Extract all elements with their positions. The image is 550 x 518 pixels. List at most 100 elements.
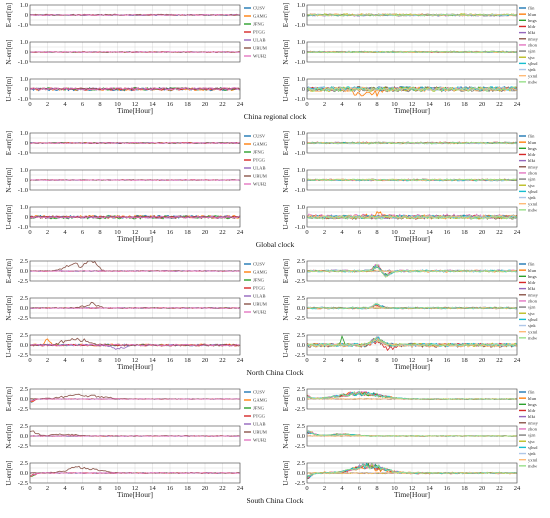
- legend-label-CUSV: CUSV: [253, 262, 266, 267]
- chart-block: 2.5 0.0 -2.5 E-err[m] 2.5 0.0 -2.5 N-err[m] 2.5 0…: [5, 258, 539, 377]
- y-tick-label: 2.5: [20, 258, 28, 265]
- legend-label-JFNG: JFNG: [253, 278, 265, 283]
- y-tick-label: 1.0: [20, 39, 28, 46]
- series-line-WUH2: [29, 398, 240, 403]
- y-axis-label: N-err[m]: [282, 167, 290, 192]
- x-tick-label: 16: [167, 101, 174, 108]
- x-tick-label: 6: [358, 357, 362, 364]
- x-tick-label: 6: [81, 485, 85, 492]
- y-tick-label: 1.0: [297, 2, 305, 9]
- panel-right-1: 2.5 0.0 -2.5 N-err[m]: [282, 295, 518, 322]
- y-axis-label: N-err[m]: [5, 167, 13, 192]
- y-axis-label: E-err[m]: [282, 131, 290, 155]
- x-tick-label: 24: [237, 485, 244, 492]
- x-tick-label: 4: [63, 485, 67, 492]
- y-tick-label: 2.5: [297, 386, 305, 393]
- x-tick-label: 10: [114, 101, 121, 108]
- legend-label-CUSV: CUSV: [253, 390, 266, 395]
- block-caption: Global clock: [256, 240, 295, 249]
- legend-label-sjzn: sjzn: [528, 433, 536, 438]
- x-tick-label: 10: [114, 357, 121, 364]
- legend-label-WUH2: WUH2: [253, 310, 267, 315]
- y-tick-label: 0: [25, 12, 28, 19]
- x-tick-label: 22: [496, 101, 503, 108]
- y-axis-label: U-err[m]: [5, 204, 13, 229]
- series-line-mdw: [306, 303, 518, 309]
- panel-frame: [29, 260, 241, 282]
- x-tick-label: 18: [184, 357, 191, 364]
- panel-left-1: 1.0 0 -1.0 N-err[m]: [5, 167, 241, 194]
- legend-label-sjhsd: sjhsd: [528, 445, 538, 450]
- y-axis-label: U-err[m]: [5, 76, 13, 101]
- series-line-WUH2: [29, 179, 241, 181]
- y-tick-label: 2.5: [20, 460, 28, 467]
- y-tick-label: 0.0: [297, 433, 305, 440]
- legend-label-hngs: hngs: [528, 146, 537, 151]
- legend-label-sjnk: sjnk: [528, 451, 536, 456]
- panel-frame: [306, 78, 518, 100]
- y-tick-label: 0: [302, 12, 305, 19]
- x-tick-label: 8: [375, 485, 378, 492]
- legend-label-mdw: mdw: [528, 335, 538, 340]
- legend-label-ULAB: ULAB: [253, 38, 266, 43]
- legend-label-mdw: mdw: [528, 463, 538, 468]
- x-tick-label: 2: [46, 485, 49, 492]
- x-tick-label: 16: [167, 229, 174, 236]
- x-tick-label: 8: [98, 229, 101, 236]
- series-line-URUM: [29, 215, 241, 219]
- y-tick-label: -2.5: [295, 443, 305, 450]
- x-tick-label: 16: [444, 229, 451, 236]
- y-axis-label: U-err[m]: [282, 332, 290, 357]
- panel-frame: [306, 169, 518, 191]
- x-tick-label: 6: [358, 229, 362, 236]
- panel-right-0: 2.5 0.0 -2.5 E-err[m]: [282, 386, 518, 413]
- panel-left-2: 2.50.0-2.5U-err[m]0 2 4 6 8 10 12 14 16 18 20 22 24T…: [5, 460, 244, 499]
- y-tick-label: 0: [302, 214, 305, 221]
- y-tick-label: 0: [25, 214, 28, 221]
- x-tick-label: 0: [305, 101, 308, 108]
- x-tick-label: 16: [167, 357, 174, 364]
- panel-right-2: 2.50.0-2.5U-err[m]0 2 4 6 8 10 12 14 16 18 20 22 24T…: [282, 332, 521, 371]
- legend-label-PTGG: PTGG: [253, 158, 266, 163]
- x-tick-label: 18: [184, 101, 191, 108]
- panel-right-1: 2.5 0.0 -2.5 N-err[m]: [282, 423, 518, 450]
- series-line-mdw: [307, 14, 518, 16]
- y-tick-label: 0: [302, 140, 305, 147]
- series-line-WUH2: [29, 343, 241, 347]
- legend-label-ULAB: ULAB: [253, 166, 266, 171]
- panel-frame: [306, 260, 518, 282]
- y-tick-label: 0.0: [297, 305, 305, 312]
- x-tick-label: 16: [444, 485, 451, 492]
- x-tick-label: 2: [46, 357, 49, 364]
- legend-label-nmsy: nmsy: [528, 292, 539, 297]
- x-tick-label: 22: [219, 357, 226, 364]
- x-tick-label: 4: [340, 229, 344, 236]
- legend-label-flin: flin: [528, 262, 535, 267]
- legend-label-sjsc: sjsc: [528, 55, 535, 60]
- legend-label-hldr: hldr: [528, 152, 536, 157]
- y-tick-label: 0.0: [20, 268, 28, 275]
- y-tick-label: 0.0: [20, 396, 28, 403]
- legend-label-zhon: zhon: [528, 299, 538, 304]
- x-tick-label: 10: [391, 101, 398, 108]
- x-tick-label: 10: [114, 229, 121, 236]
- legend-label-hldr: hldr: [528, 24, 536, 29]
- x-tick-label: 14: [426, 101, 433, 108]
- legend-label-ULAB: ULAB: [253, 422, 266, 427]
- y-tick-label: 0: [302, 177, 305, 184]
- panel-frame: [29, 4, 241, 26]
- y-tick-label: 0: [25, 140, 28, 147]
- panel-frame: [29, 334, 241, 356]
- panel-left-0: 1.0 0 -1.0 E-err[m]: [5, 130, 241, 157]
- legend-label-sjnk: sjnk: [528, 195, 536, 200]
- y-tick-label: 1.0: [20, 167, 28, 174]
- x-tick-label: 0: [305, 485, 308, 492]
- y-tick-label: -2.5: [18, 480, 28, 487]
- series-line-WUH2: [29, 142, 241, 144]
- legend-label-GAMG: GAMG: [253, 14, 268, 19]
- panel-frame: [29, 132, 241, 154]
- y-axis-label: N-err[m]: [282, 39, 290, 64]
- panel-left-1: 2.5 0.0 -2.5 N-err[m]: [5, 295, 241, 322]
- x-tick-label: 8: [375, 229, 378, 236]
- legend-label-URUM: URUM: [253, 430, 267, 435]
